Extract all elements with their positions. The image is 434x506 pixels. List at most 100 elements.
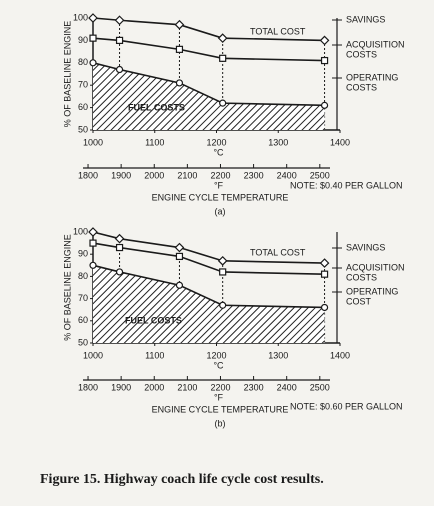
x2-tick-label: 2000 bbox=[144, 382, 164, 392]
marker bbox=[320, 101, 329, 109]
note: NOTE: $0.40 PER GALLON bbox=[290, 180, 403, 190]
side-label: COST bbox=[346, 296, 372, 306]
side-label: SAVINGS bbox=[346, 14, 385, 24]
y-tick-label: 100 bbox=[73, 226, 88, 236]
x-tick-label: 1200 bbox=[206, 137, 226, 147]
side-label: OPERATING bbox=[346, 72, 398, 82]
marker bbox=[114, 15, 125, 26]
y-axis-title: % OF BASELINE ENGINE bbox=[62, 234, 72, 341]
series-line bbox=[92, 37, 325, 62]
marker bbox=[219, 99, 227, 107]
side-label: COSTS bbox=[346, 49, 377, 59]
marker bbox=[219, 301, 227, 309]
y-tick-label: 60 bbox=[78, 102, 88, 112]
x2-tick-label: 2400 bbox=[277, 170, 297, 180]
fuel-cost-label: FUEL COSTS bbox=[128, 102, 185, 112]
marker bbox=[217, 256, 228, 266]
marker bbox=[175, 45, 184, 53]
x2-tick-label: 2500 bbox=[310, 382, 330, 392]
x-tick-label: 1400 bbox=[330, 137, 350, 147]
x2-tick-label: 1900 bbox=[111, 170, 131, 180]
y-axis-title: % OF BASELINE ENGINE bbox=[62, 21, 72, 128]
marker bbox=[219, 54, 227, 62]
x-tick-label: 1100 bbox=[145, 350, 164, 360]
fuel-area bbox=[93, 265, 325, 343]
side-label: SAVINGS bbox=[346, 242, 385, 252]
marker bbox=[320, 56, 329, 65]
x-axis-label: °C bbox=[213, 360, 224, 370]
x-title: ENGINE CYCLE TEMPERATURE bbox=[152, 192, 289, 202]
marker bbox=[319, 258, 330, 268]
x2-axis-label: °F bbox=[214, 392, 224, 402]
marker bbox=[89, 239, 97, 247]
y-tick-label: 70 bbox=[78, 293, 88, 303]
marker bbox=[175, 79, 184, 87]
marker bbox=[115, 268, 124, 276]
total-cost-label: TOTAL COST bbox=[250, 247, 306, 257]
fuel-cost-label: FUEL COSTS bbox=[125, 315, 182, 325]
x2-tick-label: 2100 bbox=[177, 382, 197, 392]
side-label: COSTS bbox=[346, 82, 377, 92]
marker bbox=[114, 233, 125, 244]
y-tick-label: 70 bbox=[78, 80, 88, 90]
marker bbox=[88, 227, 98, 237]
x-title: ENGINE CYCLE TEMPERATURE bbox=[152, 404, 289, 414]
marker bbox=[174, 242, 185, 253]
side-label: ACQUISITION bbox=[346, 262, 405, 272]
x2-tick-label: 2300 bbox=[244, 382, 264, 392]
x-tick-label: 1300 bbox=[268, 137, 288, 147]
y-tick-label: 90 bbox=[78, 35, 88, 45]
marker bbox=[115, 243, 124, 252]
y-tick-label: 50 bbox=[78, 337, 88, 347]
y-tick-label: 90 bbox=[78, 249, 88, 259]
y-tick-label: 100 bbox=[73, 12, 88, 22]
x2-tick-label: 2500 bbox=[310, 170, 330, 180]
x-tick-label: 1000 bbox=[83, 350, 103, 360]
side-label: ACQUISITION bbox=[346, 39, 405, 49]
x-axis-label: °C bbox=[213, 147, 224, 157]
marker bbox=[115, 65, 124, 74]
marker bbox=[89, 59, 97, 67]
x2-tick-label: 2400 bbox=[277, 382, 297, 392]
marker bbox=[320, 303, 329, 312]
x2-axis-label: °F bbox=[214, 180, 224, 190]
side-label: OPERATING bbox=[346, 286, 398, 296]
x2-tick-label: 2300 bbox=[244, 170, 264, 180]
x-tick-label: 1000 bbox=[83, 137, 103, 147]
marker bbox=[175, 281, 184, 289]
x2-tick-label: 2100 bbox=[177, 170, 197, 180]
x-tick-label: 1300 bbox=[268, 350, 288, 360]
y-tick-label: 80 bbox=[78, 271, 88, 281]
marker bbox=[320, 270, 329, 278]
marker bbox=[319, 35, 330, 46]
x2-tick-label: 1800 bbox=[78, 382, 98, 392]
marker bbox=[115, 36, 124, 45]
y-tick-label: 80 bbox=[78, 57, 88, 67]
caption: Figure 15. Highway coach life cycle cost… bbox=[40, 472, 324, 487]
panel-label: (b) bbox=[215, 418, 226, 428]
x2-tick-label: 1800 bbox=[78, 170, 98, 180]
x-tick-label: 1400 bbox=[330, 350, 350, 360]
y-tick-label: 50 bbox=[78, 124, 88, 134]
fuel-area bbox=[93, 62, 325, 130]
y-tick-label: 60 bbox=[78, 315, 88, 325]
note: NOTE: $0.60 PER GALLON bbox=[290, 401, 403, 411]
x2-tick-label: 2200 bbox=[210, 382, 230, 392]
marker bbox=[88, 13, 98, 23]
marker bbox=[219, 268, 227, 276]
side-label: COSTS bbox=[346, 272, 377, 282]
total-cost-label: TOTAL COST bbox=[250, 26, 306, 36]
marker bbox=[174, 19, 185, 30]
marker bbox=[89, 34, 97, 42]
x2-tick-label: 1900 bbox=[111, 382, 131, 392]
marker bbox=[89, 261, 97, 269]
x-tick-label: 1100 bbox=[145, 137, 164, 147]
panel-label: (a) bbox=[215, 206, 226, 216]
x-tick-label: 1200 bbox=[206, 350, 226, 360]
x2-tick-label: 2000 bbox=[144, 170, 164, 180]
marker bbox=[175, 252, 184, 261]
marker bbox=[217, 33, 228, 44]
x2-tick-label: 2200 bbox=[210, 170, 230, 180]
